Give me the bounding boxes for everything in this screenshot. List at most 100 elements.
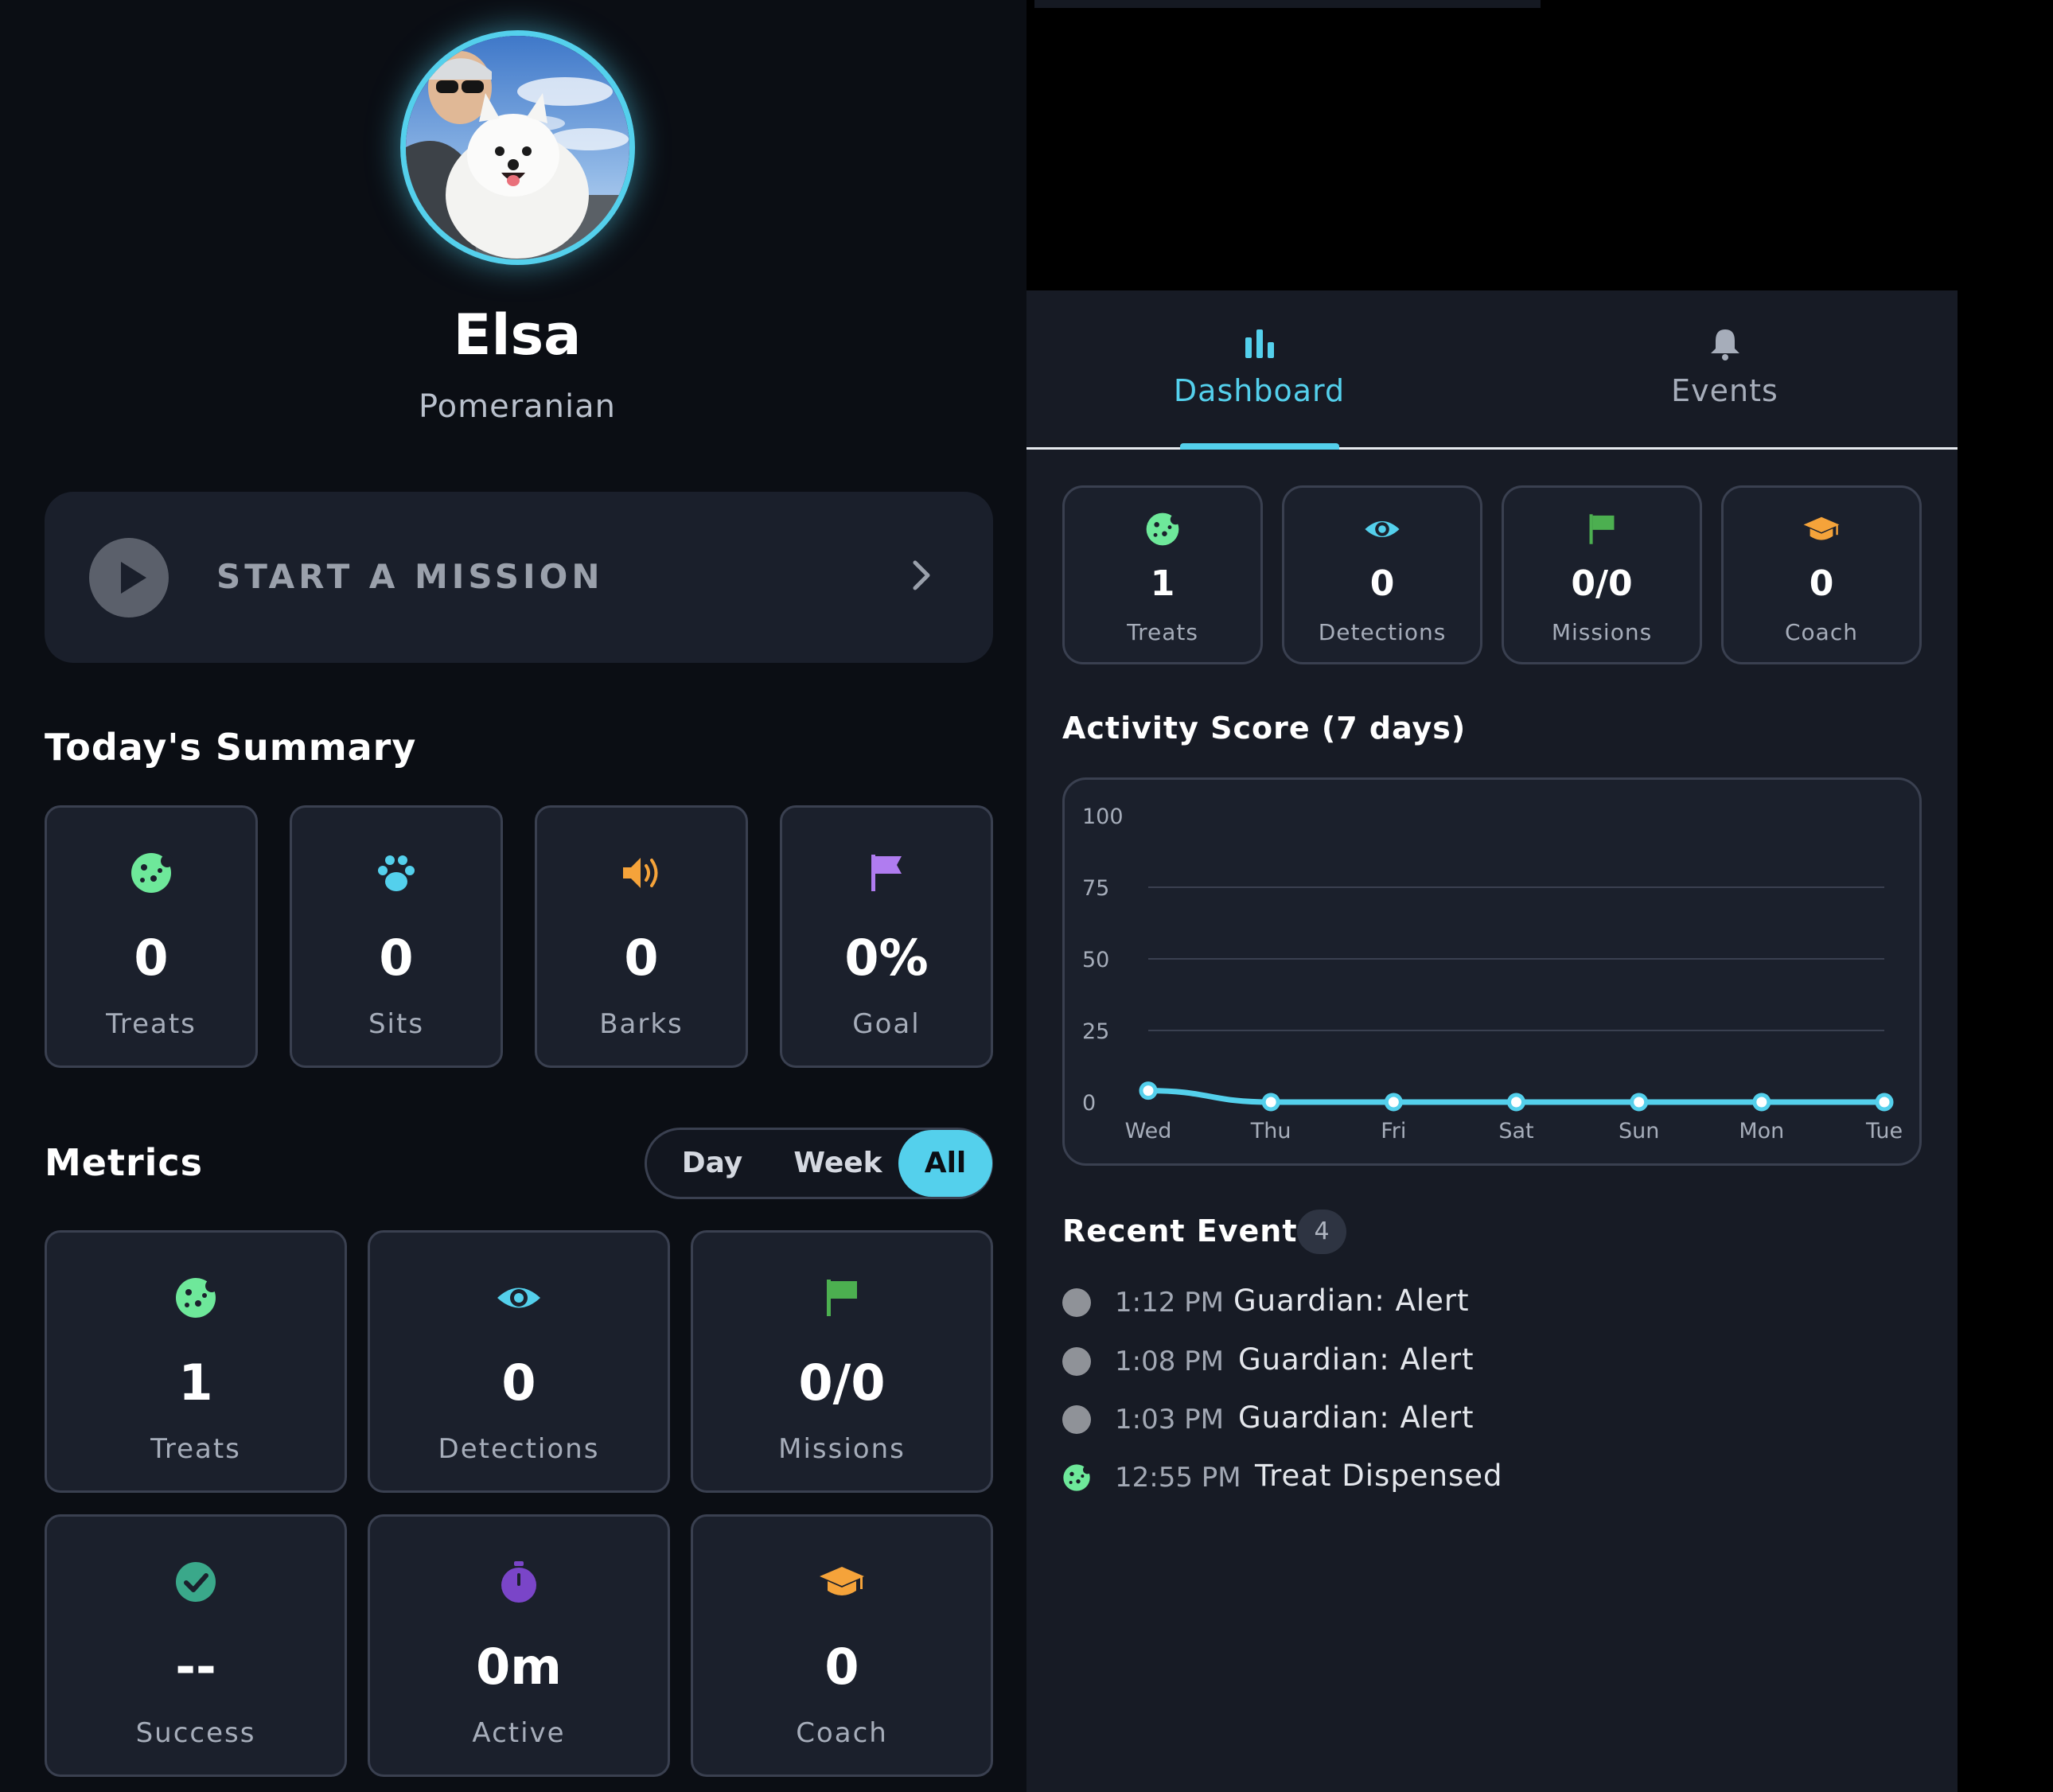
chart-x-tick-label: Sun	[1619, 1119, 1659, 1143]
chart-x-tick-label: Thu	[1250, 1119, 1291, 1143]
stat-card-treats: 1 Treats	[1062, 485, 1263, 664]
chart-data-point	[1752, 1093, 1771, 1112]
summary-label: Barks	[599, 1008, 684, 1040]
stat-label: Detections	[1318, 619, 1447, 645]
cookie-icon	[1065, 512, 1260, 547]
metric-value: 0m	[476, 1638, 562, 1696]
speaker-icon	[537, 851, 746, 894]
recent-events-count-badge: 4	[1297, 1210, 1346, 1254]
metric-value: 0/0	[798, 1354, 886, 1412]
pet-profile-panel: Elsa Pomeranian START A MISSION Today's …	[0, 0, 1026, 1792]
pet-avatar[interactable]	[400, 30, 635, 265]
metric-value: 0	[824, 1638, 859, 1696]
stopwatch-icon	[370, 1560, 668, 1603]
graduation-cap-icon	[693, 1560, 991, 1603]
start-mission-label: START A MISSION	[216, 557, 604, 596]
chart-y-tick-label: 50	[1082, 948, 1109, 972]
range-all-button[interactable]: All	[898, 1130, 992, 1197]
metric-card-detections: 0 Detections	[368, 1230, 670, 1493]
cookie-icon	[1062, 1463, 1092, 1492]
avatar-photo	[406, 36, 629, 259]
flag-icon	[1504, 512, 1700, 547]
chart-y-tick-label: 100	[1082, 804, 1124, 829]
cookie-icon	[47, 1276, 345, 1319]
metric-value: --	[175, 1638, 216, 1696]
stat-label: Coach	[1785, 619, 1858, 645]
chevron-right-icon	[913, 560, 930, 590]
tab-events-label: Events	[1671, 373, 1778, 408]
dot-icon	[1062, 1347, 1091, 1376]
chart-x-tick-label: Tue	[1865, 1119, 1903, 1143]
event-title: Guardian: Alert	[1238, 1342, 1474, 1377]
range-day-button[interactable]: Day	[681, 1147, 743, 1179]
chart-data-point	[1875, 1093, 1894, 1112]
stat-value: 0	[1809, 563, 1834, 604]
metric-card-treats: 1 Treats	[45, 1230, 347, 1493]
summary-card-barks: 0 Barks	[535, 805, 748, 1068]
start-mission-button[interactable]: START A MISSION	[45, 492, 993, 663]
stat-card-missions: 0/0 Missions	[1502, 485, 1702, 664]
stat-card-detections: 0 Detections	[1282, 485, 1482, 664]
event-time: 1:12 PM	[1115, 1287, 1224, 1319]
play-icon	[89, 538, 169, 617]
chart-x-tick-label: Wed	[1125, 1119, 1172, 1143]
metrics-title: Metrics	[45, 1141, 204, 1184]
stat-card-coach: 0 Coach	[1721, 485, 1922, 664]
metric-card-success: -- Success	[45, 1514, 347, 1777]
chart-y-tick-label: 75	[1082, 876, 1109, 901]
tab-dashboard-label: Dashboard	[1173, 373, 1346, 408]
cookie-icon	[47, 851, 255, 894]
flag-icon	[693, 1276, 991, 1319]
dashboard-panel: Dashboard Events 1 Treats 0 Detections 0…	[1026, 290, 1958, 1792]
event-title: Treat Dispensed	[1255, 1459, 1503, 1493]
chart-data-point	[1261, 1093, 1280, 1112]
metric-value: 0	[501, 1354, 536, 1412]
bar-chart-icon	[1026, 326, 1492, 361]
active-tab-indicator	[1180, 443, 1339, 450]
dot-icon	[1062, 1405, 1091, 1434]
summary-value: 0	[134, 929, 169, 987]
range-week-button[interactable]: Week	[793, 1147, 882, 1179]
stat-value: 1	[1150, 563, 1175, 604]
summary-card-goal: 0% Goal	[780, 805, 993, 1068]
summary-value: 0	[624, 929, 659, 987]
activity-chart: 0 25 50 75 100 Wed Thu Fri Sat Sun Mon Tue	[1062, 777, 1922, 1166]
eye-icon	[1284, 512, 1480, 547]
paw-icon	[292, 851, 501, 894]
chart-y-tick-label: 0	[1082, 1091, 1096, 1116]
event-title: Guardian: Alert	[1233, 1284, 1470, 1318]
chart-title: Activity Score (7 days)	[1062, 711, 1467, 746]
graduation-cap-icon	[1724, 512, 1919, 547]
top-strip	[1034, 0, 1541, 8]
tab-dashboard[interactable]: Dashboard	[1026, 290, 1492, 450]
eye-icon	[370, 1276, 668, 1319]
tab-events[interactable]: Events	[1492, 290, 1958, 450]
metric-card-missions: 0/0 Missions	[691, 1230, 993, 1493]
chart-data-point	[1139, 1081, 1158, 1101]
event-time: 1:03 PM	[1115, 1404, 1224, 1436]
summary-value: 0	[379, 929, 414, 987]
event-time: 12:55 PM	[1115, 1462, 1241, 1494]
activity-chart-svg: 0 25 50 75 100 Wed Thu Fri Sat Sun Mon Tue	[1082, 804, 1903, 1143]
event-time: 1:08 PM	[1115, 1346, 1224, 1377]
summary-value: 0%	[844, 929, 929, 987]
chart-data-point	[1384, 1093, 1403, 1112]
metric-label: Success	[135, 1717, 256, 1749]
chart-data-point	[1507, 1093, 1525, 1112]
chart-x-tick-label: Fri	[1381, 1119, 1406, 1143]
metric-label: Missions	[778, 1433, 906, 1465]
tab-bar: Dashboard Events	[1026, 290, 1958, 450]
metric-card-coach: 0 Coach	[691, 1514, 993, 1777]
stat-label: Treats	[1127, 619, 1198, 645]
metric-label: Detections	[438, 1433, 600, 1465]
bell-icon	[1492, 326, 1958, 361]
recent-events-title: Recent Events	[1062, 1213, 1317, 1249]
stat-value: 0	[1369, 563, 1395, 604]
chart-data-point	[1630, 1093, 1649, 1112]
event-title: Guardian: Alert	[1238, 1400, 1474, 1435]
tab-divider	[1026, 447, 1958, 450]
summary-label: Sits	[368, 1008, 425, 1040]
metric-label: Active	[472, 1717, 566, 1749]
chart-x-tick-label: Sat	[1498, 1119, 1533, 1143]
metric-label: Coach	[796, 1717, 888, 1749]
